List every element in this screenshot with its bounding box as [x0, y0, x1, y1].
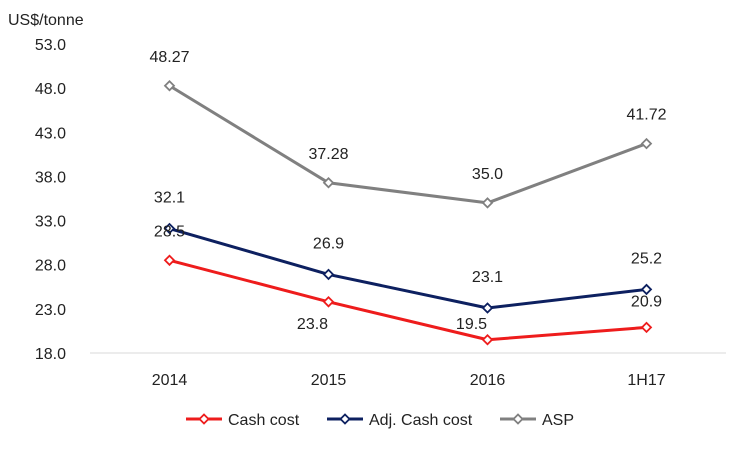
data-point-marker	[322, 296, 335, 308]
data-label: 26.9	[313, 235, 344, 252]
data-point-marker	[163, 254, 176, 267]
data-label: 23.8	[297, 316, 328, 333]
data-label: 20.9	[631, 293, 662, 310]
y-unit-label: US$/tonne	[8, 12, 84, 29]
y-tick-label: 23.0	[35, 302, 66, 319]
legend-marker	[198, 413, 210, 425]
x-tick-label: 1H17	[627, 372, 665, 389]
series-line	[168, 84, 648, 205]
data-label: 19.5	[456, 316, 487, 333]
y-tick-label: 43.0	[35, 125, 66, 142]
data-label: 28.5	[154, 223, 185, 240]
data-label: 48.27	[149, 49, 189, 66]
legend-label: Adj. Cash cost	[369, 412, 473, 429]
data-point-marker	[322, 177, 335, 189]
legend-item: Adj. Cash cost	[327, 412, 473, 429]
legend-item: Cash cost	[186, 412, 300, 429]
y-tick-label: 53.0	[35, 37, 66, 54]
data-label: 25.2	[631, 250, 662, 267]
data-point-marker	[640, 321, 653, 334]
y-tick-label: 38.0	[35, 169, 66, 186]
data-label: 37.28	[308, 146, 348, 163]
data-label: 35.0	[472, 166, 503, 183]
data-point-marker	[481, 333, 494, 346]
data-point-marker	[322, 268, 335, 281]
x-tick-label: 2014	[152, 372, 188, 389]
x-tick-label: 2015	[311, 372, 347, 389]
legend-label: ASP	[542, 412, 574, 429]
y-tick-label: 28.0	[35, 258, 66, 275]
data-label: 23.1	[472, 269, 503, 286]
data-point-marker	[163, 222, 176, 235]
legend-label: Cash cost	[228, 412, 300, 429]
y-tick-label: 48.0	[35, 81, 66, 98]
y-tick-label: 18.0	[35, 346, 66, 363]
data-point-marker	[481, 197, 494, 209]
legend-marker	[339, 413, 351, 425]
data-point-marker	[640, 283, 653, 296]
y-tick-label: 33.0	[35, 214, 66, 231]
legend-item: ASP	[500, 412, 574, 429]
data-point-marker	[640, 137, 653, 150]
series-line	[169, 227, 647, 310]
data-point-marker	[163, 79, 176, 92]
x-tick-label: 2016	[470, 372, 506, 389]
data-point-marker	[481, 302, 494, 314]
series-line	[169, 258, 647, 342]
data-label: 41.72	[626, 107, 666, 124]
legend-marker	[512, 413, 524, 425]
data-label: 32.1	[154, 190, 185, 207]
